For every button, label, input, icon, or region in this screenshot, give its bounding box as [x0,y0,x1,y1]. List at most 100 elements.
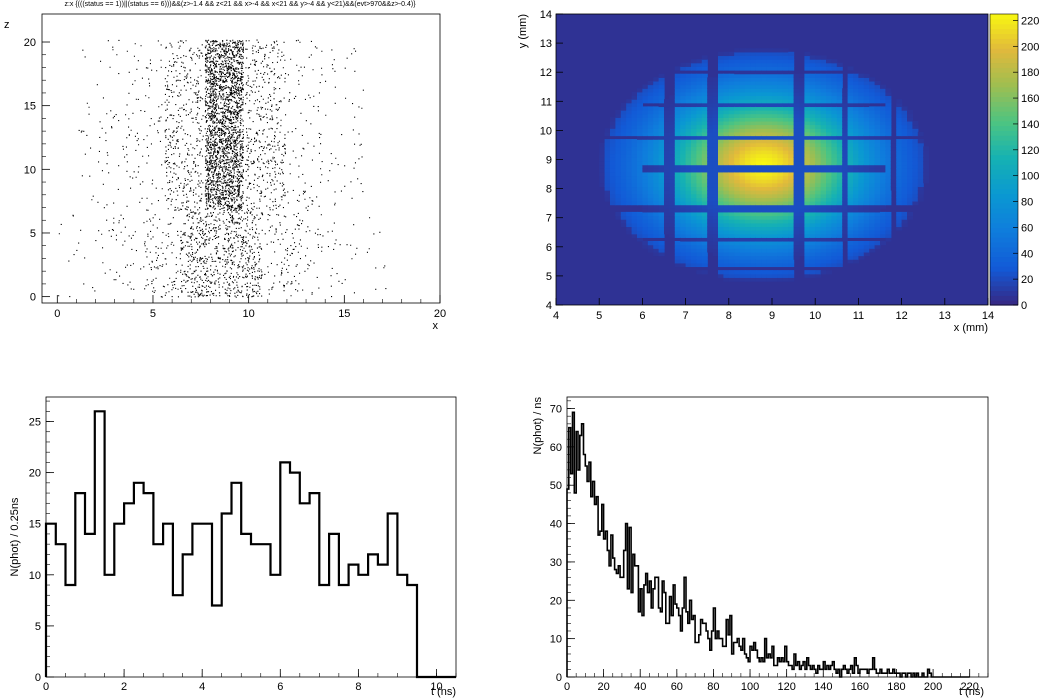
heatmap-cell [712,77,719,82]
heatmap-cell [707,226,714,231]
heatmap-cell [761,95,768,100]
heatmap-cell [820,255,827,260]
heatmap-cell [620,193,627,198]
heatmap-cell [664,219,670,224]
heatmap-cell [680,120,687,126]
heatmap-cell [755,259,762,264]
heatmap-cell [745,226,751,231]
heatmap-cell [637,139,643,144]
heatmap-cell [691,135,697,140]
heatmap-cell [847,110,854,115]
heatmap-cell [890,146,897,151]
heatmap-cell [691,215,697,220]
heatmap-cell [642,117,649,122]
heatmap-cell [901,106,908,111]
heatmap-cell [853,259,859,264]
heatmap-cell [701,197,708,202]
heatmap-cell [707,222,714,228]
heatmap-cell [826,106,832,111]
heatmap-cell [772,117,778,122]
heatmap-cell [874,201,881,206]
heatmap-cell [847,211,854,217]
heatmap-cell [620,190,627,195]
hist1-xtick-label: 0 [43,681,49,693]
heatmap-cell [901,142,908,148]
heatmap-cell [912,164,919,169]
heatmap-cell [637,193,643,198]
heatmap-cell [604,193,611,198]
heatmap-cell [718,77,724,82]
heatmap-cell [831,128,838,133]
heatmap-cell [712,248,719,253]
heatmap-cell [793,182,800,188]
heatmap-cell [782,193,789,198]
heatmap-cell [674,73,681,78]
heatmap-cell [836,201,843,206]
heatmap-cell [777,157,784,162]
heatmap-cell [723,241,730,246]
heatmap-cell [804,80,811,86]
heatmap-cell [885,153,892,158]
heatmap-cell [863,139,870,144]
heatmap-cell [896,128,903,133]
heatmap-cell [696,66,703,71]
heatmap-cell [723,135,730,140]
heatmap-cell [809,259,816,264]
heatmap-cell [674,259,681,264]
heatmap-cell [842,161,849,166]
heatmap-cell [804,113,811,118]
heatmap-cell [642,193,649,198]
heatmap-cell [734,190,741,195]
heatmap-cell [701,84,708,89]
colorbar-step [990,125,1018,131]
heatmap-cell [750,91,757,97]
heatmap-cell [836,164,843,169]
heatmap-cell [685,128,692,133]
heatmap-cell [637,219,643,224]
heatmap-cell [836,95,843,100]
heatmap-cell [599,168,606,173]
heatmap-cell [728,124,735,129]
heatmap-cell [712,150,719,155]
heatmap-cell [799,204,805,209]
heatmap-xtick-label: 8 [726,310,732,322]
heatmap-cell [610,128,616,133]
heatmap-cell [766,211,773,217]
heatmap-cell [712,120,719,126]
heatmap-cell [799,120,805,126]
heatmap-cell [696,161,703,166]
heatmap-cell [734,51,741,57]
heatmap-cell [804,59,811,64]
heatmap-cell [766,193,773,198]
heatmap-cell [869,117,876,122]
heatmap-cell [853,106,859,111]
heatmap-cell [809,135,816,140]
heatmap-cell [658,113,665,118]
heatmap-cell [647,230,654,235]
heatmap-cell [777,66,784,71]
heatmap-cell [863,88,870,93]
heatmap-cell [728,179,735,184]
heatmap-cell [836,230,843,235]
heatmap-cell [831,248,838,253]
heatmap-cell [847,120,854,126]
heatmap-cell [712,102,719,108]
heatmap-cell [745,208,751,213]
heatmap-cell [853,113,859,118]
heatmap-cell [620,164,627,169]
heatmap-cell [804,99,811,104]
heatmap-cell [820,124,827,129]
heatmap-cell [793,179,800,184]
heatmap-cell [755,277,762,282]
heatmap-cell [696,120,703,126]
heatmap-cell [831,91,838,97]
heatmap-cell [739,248,746,253]
heatmap-cell [664,175,670,180]
heatmap-cell [691,73,697,78]
heatmap-cell [863,91,870,97]
heatmap-cell [912,124,919,129]
heatmap-cell [831,62,838,67]
heatmap-cell [777,150,784,155]
heatmap-cell [777,251,784,257]
heatmap-cell [847,73,854,78]
